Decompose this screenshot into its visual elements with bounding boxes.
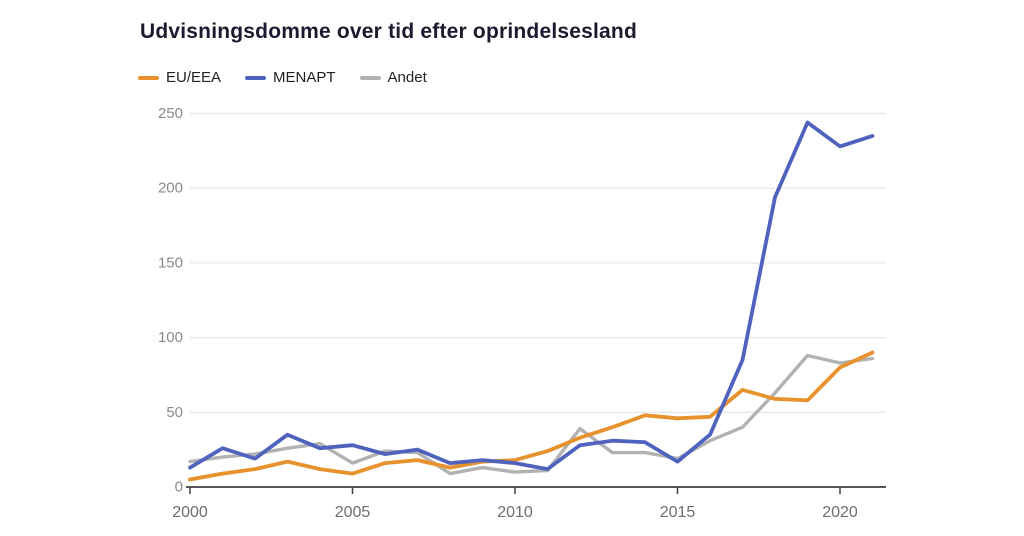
chart-title: Udvisningsdomme over tid efter oprindels… [140, 20, 637, 43]
legend-label-menapt: MENAPT [273, 69, 336, 86]
legend: EU/EEA MENAPT Andet [138, 69, 427, 86]
y-tick-label: 150 [158, 254, 183, 271]
legend-item-menapt: MENAPT [245, 69, 336, 86]
x-tick-label: 2005 [335, 504, 371, 521]
y-tick-label: 250 [158, 105, 183, 122]
legend-label-andet: Andet [387, 69, 427, 86]
series-line-eu-eea [188, 350, 875, 482]
legend-label-eu-eea: EU/EEA [166, 69, 222, 86]
y-tick-label: 200 [158, 180, 183, 197]
legend-item-eu-eea: EU/EEA [138, 69, 221, 86]
legend-swatch-menapt-icon [245, 75, 267, 80]
x-tick-label: 2015 [660, 504, 696, 521]
y-tick-label: 50 [166, 404, 183, 421]
x-tick-label: 2020 [822, 504, 858, 521]
legend-swatch-andet-icon [359, 75, 381, 80]
x-tick-label: 2010 [497, 504, 533, 521]
series-line-andet [188, 353, 875, 476]
y-tick-label: 0 [175, 479, 183, 496]
series-line-menapt [188, 120, 875, 472]
legend-item-andet: Andet [359, 69, 427, 86]
legend-swatch-eu-eea-icon [138, 75, 159, 80]
x-tick-label: 2000 [172, 504, 208, 521]
y-tick-label: 100 [158, 329, 183, 346]
